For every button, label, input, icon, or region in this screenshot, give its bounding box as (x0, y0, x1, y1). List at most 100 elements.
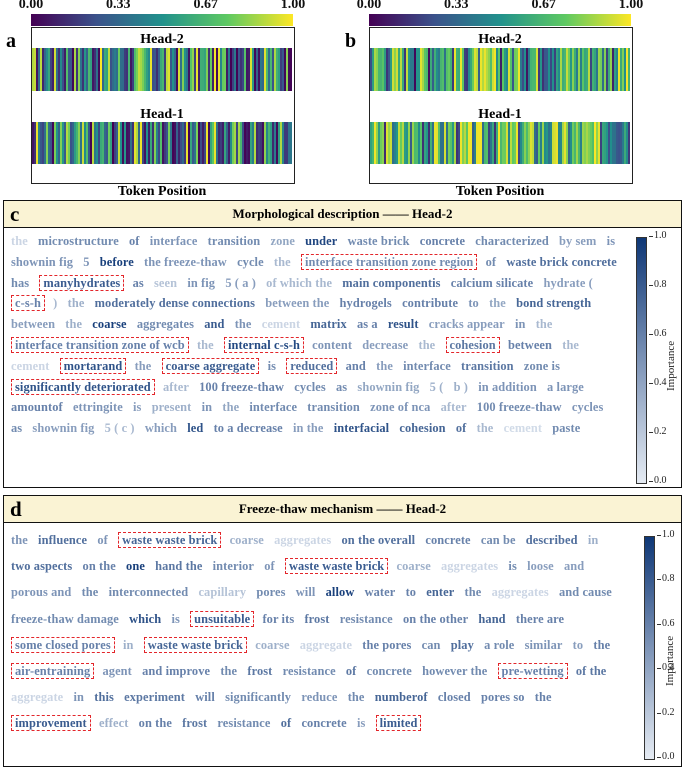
token: the (196, 337, 214, 352)
heatmap-cell (390, 122, 393, 164)
token: 100 freeze-thaw (476, 400, 562, 415)
heatmap-cell (220, 122, 223, 164)
token: result (387, 317, 419, 332)
heatmap-cell (102, 122, 105, 164)
heatmap-cell (162, 48, 165, 91)
token: interface (249, 400, 298, 415)
heatmap-cell (554, 48, 557, 91)
heatmap-cell (218, 122, 221, 164)
token: play (450, 637, 474, 652)
heatmap-cell (48, 122, 51, 164)
heatmap-cell (606, 48, 609, 91)
heatmap-cell (238, 122, 241, 164)
heatmap-cell (182, 122, 185, 164)
heatmap-cell (524, 48, 527, 91)
token: interconnected (108, 585, 189, 600)
heatmap-cell (484, 122, 487, 164)
heatmap-cell (566, 48, 569, 91)
heatmap-a-head1-strip (32, 122, 292, 164)
heatmap-cell (610, 122, 613, 164)
heatmap-cell (400, 122, 403, 164)
heatmap-cell (614, 48, 617, 91)
heatmap-cell (516, 122, 519, 164)
token: of (97, 533, 108, 547)
token: aggregate (299, 637, 353, 652)
heatmap-cell (436, 48, 439, 91)
heatmap-cell (204, 48, 207, 91)
heatmap-cell (526, 122, 529, 164)
heatmap-cell (548, 48, 551, 91)
heatmap-cell (86, 48, 89, 91)
heatmap-cell (570, 122, 573, 164)
heatmap-cell (512, 48, 515, 91)
token: similar (524, 637, 563, 652)
heatmap-cell (130, 48, 133, 91)
heatmap-cell (456, 48, 459, 91)
token: for its (262, 611, 295, 626)
heatmap-cell (466, 122, 469, 164)
heatmap-cell (62, 122, 65, 164)
heatmap-cell (586, 122, 589, 164)
token: to (405, 585, 417, 600)
heatmap-cell (236, 122, 239, 164)
token: concrete (419, 234, 466, 248)
heatmap-cell (542, 122, 545, 164)
heatmap-cell (604, 122, 607, 164)
heatmap-cell (216, 48, 219, 91)
heatmap-cell (258, 122, 261, 164)
heatmap-cell (590, 48, 593, 91)
heatmap-cell (108, 48, 111, 91)
token: loose (527, 559, 554, 574)
heatmap-cell (180, 48, 183, 91)
heatmap-cell (264, 122, 267, 164)
heatmap-cell (396, 122, 399, 164)
token: of (485, 254, 497, 269)
token: pores so (480, 690, 525, 705)
heatmap-cell (138, 122, 141, 164)
token: will (295, 585, 316, 600)
heatmap-cell (286, 48, 289, 91)
token: the (11, 234, 28, 248)
heatmap-cell (250, 122, 253, 164)
heatmap-cell (380, 48, 383, 91)
heatmap-a-xlabel: Token Position (117, 184, 207, 199)
heatmap-cell (126, 48, 129, 91)
heatmap-cell (612, 122, 615, 164)
token: significantly (225, 690, 292, 705)
heatmap-cell (602, 48, 605, 91)
heatmap-cell (220, 48, 223, 91)
token: zone (270, 234, 295, 248)
heatmap-cell (378, 122, 381, 164)
token: cracks appear (428, 317, 505, 332)
token: closed (437, 690, 471, 705)
token: the (476, 421, 494, 436)
token: waste brick (347, 234, 410, 248)
heatmap-cell (452, 122, 455, 164)
heatmap-cell (370, 122, 373, 164)
importance-tick: 0.6 (649, 328, 667, 339)
heatmap-cell (172, 122, 175, 164)
heatmap-cell (134, 48, 137, 91)
heatmap-cell (434, 48, 437, 91)
token: on the overall (341, 533, 416, 547)
token: to (468, 296, 479, 311)
token: in addition (478, 379, 537, 394)
token: the pores (362, 637, 412, 652)
heatmap-cell (614, 122, 617, 164)
highlighted-token: c-s-h (11, 295, 45, 312)
heatmap-cell (534, 122, 537, 164)
heatmap-cell (228, 122, 231, 164)
token: bond strength (516, 296, 592, 311)
heatmap-cell (560, 48, 563, 91)
token: hand the (155, 559, 203, 574)
heatmap-cell (36, 48, 39, 91)
heatmap-cell (42, 48, 45, 91)
importance-tick: 1.0 (657, 529, 675, 540)
heatmap-cell (520, 122, 523, 164)
token: of (280, 716, 292, 731)
heatmap-cell (500, 122, 503, 164)
heatmap-cell (414, 48, 417, 91)
heatmap-cell (170, 122, 173, 164)
heatmap-cell (202, 122, 205, 164)
heatmap-cell (210, 122, 213, 164)
